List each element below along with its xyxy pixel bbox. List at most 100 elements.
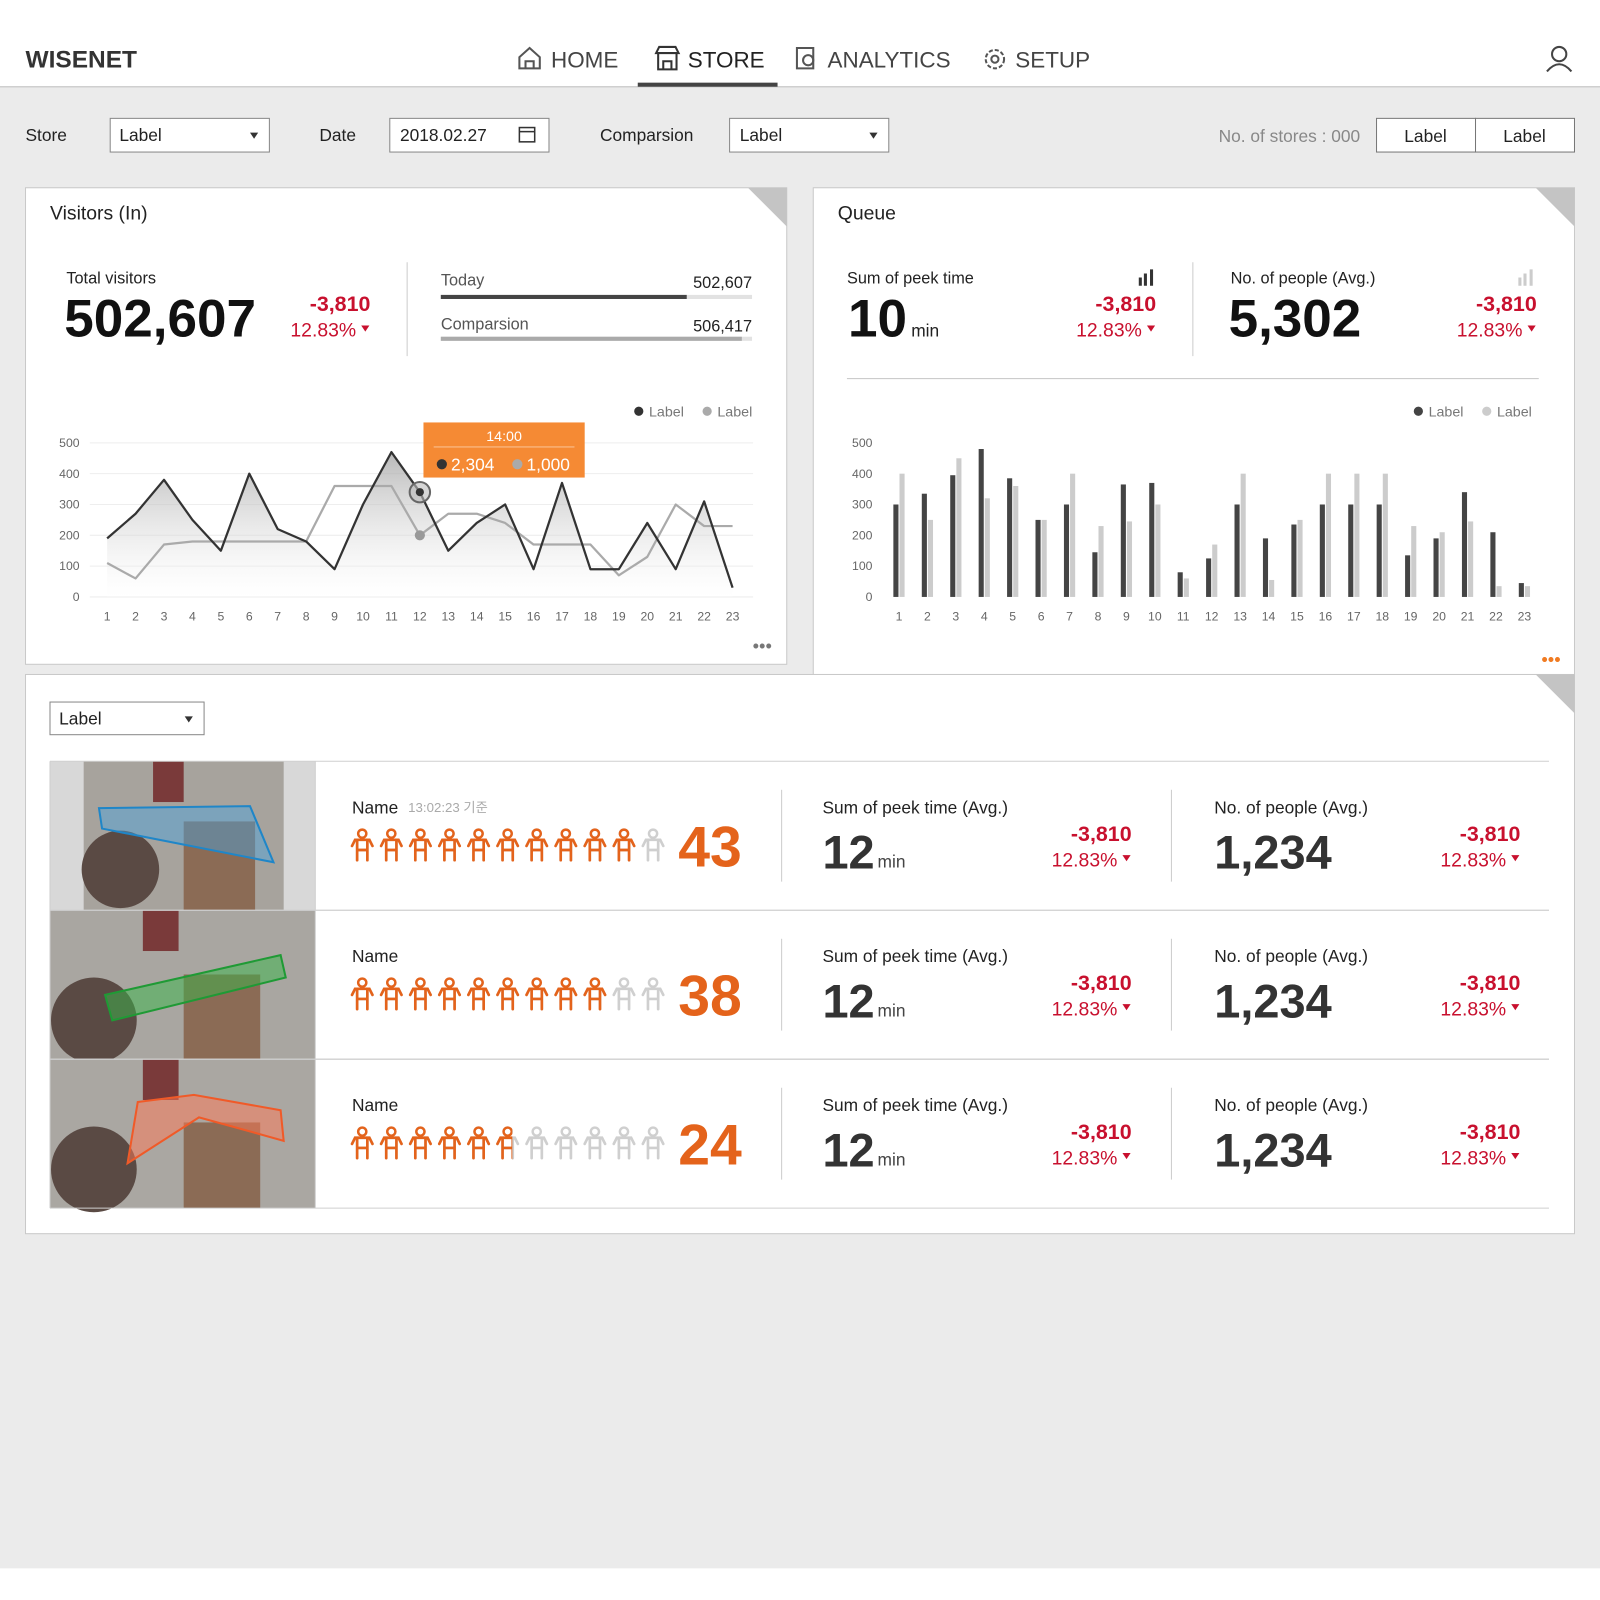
bar [1376, 504, 1382, 597]
label: Name [352, 1095, 398, 1115]
person-icon-head [589, 1126, 601, 1137]
person-icon-body [467, 1136, 491, 1160]
down-arrow [1146, 325, 1156, 332]
person-icon-head [560, 977, 572, 988]
person-icon-body [525, 1136, 549, 1160]
nav-item[interactable]: STORE [688, 47, 765, 72]
x-tick-label: 8 [1095, 609, 1102, 623]
unit: min [911, 321, 939, 341]
x-tick-label: 4 [981, 609, 988, 623]
person-icon-head [502, 828, 513, 839]
person-icon-body [583, 987, 607, 1011]
chart-toggle-icon[interactable] [1138, 269, 1154, 286]
x-tick-label: 22 [1489, 609, 1503, 623]
tooltip [423, 422, 585, 478]
person-icon-head [531, 828, 543, 839]
person-icon-head [473, 828, 484, 839]
more-button[interactable]: ••• [753, 635, 772, 656]
y-tick-label: 300 [852, 498, 873, 512]
select-arrow [869, 132, 878, 139]
person-icon-body [525, 987, 549, 1011]
person-icon-body [612, 838, 636, 862]
kpi-value: 12 [822, 1124, 874, 1176]
x-tick-label: 5 [1009, 609, 1016, 623]
bar [1382, 473, 1388, 597]
filter-button[interactable] [1376, 117, 1477, 153]
person-icon-head [618, 977, 630, 988]
filter-button[interactable] [1475, 117, 1575, 153]
comparison-bar [440, 336, 742, 341]
change-value: -3,810 [310, 292, 371, 316]
chart-toggle-icon[interactable] [1518, 269, 1533, 286]
store-select[interactable] [109, 117, 270, 153]
x-tick-label: 22 [697, 609, 711, 623]
x-tick-label: 21 [1461, 609, 1475, 623]
change-value: -3,810 [1095, 292, 1156, 316]
x-tick-label: 13 [441, 609, 455, 623]
kpi-value: 1,234 [1214, 826, 1331, 878]
bar [1035, 519, 1041, 597]
unit: min [878, 1149, 906, 1169]
x-tick-label: 18 [1375, 609, 1389, 623]
setup-icon [984, 48, 1006, 70]
legend-label: Label [649, 404, 684, 420]
x-tick-label: 4 [189, 609, 196, 623]
person-icon-head [618, 828, 630, 839]
bar [1297, 519, 1303, 597]
date-input[interactable] [389, 117, 550, 153]
zone-select[interactable] [49, 701, 205, 736]
more-button[interactable]: ••• [1541, 648, 1560, 669]
person-icon-body [437, 838, 462, 862]
change-value: -3,810 [1071, 822, 1132, 846]
label: No. of people (Avg.) [1214, 1095, 1368, 1115]
nav-item[interactable]: ANALYTICS [828, 47, 951, 72]
tooltip-value: 2,304 [451, 454, 495, 474]
label: Label [740, 125, 782, 145]
setup-icon-core [990, 54, 1000, 64]
down-arrow [361, 325, 370, 332]
person-icon-head [415, 977, 426, 988]
nav-item[interactable]: SETUP [1015, 47, 1090, 72]
y-tick-label: 100 [852, 559, 873, 573]
bar [984, 498, 990, 597]
bar [1183, 578, 1189, 597]
camera-scene [142, 1059, 179, 1100]
x-tick-label: 19 [612, 609, 626, 623]
x-tick-label: 8 [303, 609, 310, 623]
label: Sum of peek time (Avg.) [822, 797, 1008, 817]
bar [1098, 526, 1104, 597]
zone-count: 24 [678, 1113, 742, 1177]
x-tick-label: 12 [1205, 609, 1219, 623]
person-icon-body [583, 1136, 607, 1160]
person-icon-head [415, 1126, 426, 1137]
label: Name [352, 946, 398, 966]
x-tick-label: 15 [498, 609, 512, 623]
comparison-select[interactable] [729, 117, 890, 153]
person-icon-head [647, 1126, 659, 1137]
x-tick-label: 10 [1148, 609, 1162, 623]
person-icon-body [554, 987, 578, 1011]
legend-swatch [634, 406, 644, 416]
x-tick-label: 9 [331, 609, 338, 623]
person-icon-head [473, 977, 484, 988]
label: Today [441, 272, 485, 290]
nav-item[interactable]: HOME [551, 47, 618, 72]
label: Comparsion [441, 316, 529, 334]
logo: WISENET [26, 46, 138, 73]
person-icon-body [379, 838, 403, 862]
y-tick-label: 200 [852, 528, 873, 542]
bar [1354, 473, 1360, 597]
kpi-value: 1,234 [1214, 1124, 1331, 1176]
change-percent: 12.83% [1440, 849, 1506, 871]
today-bar [440, 294, 687, 299]
bar [1126, 521, 1133, 597]
y-tick-label: 500 [852, 436, 873, 450]
kpi-value: 5,302 [1229, 290, 1362, 349]
person-icon-head [502, 977, 513, 988]
user-icon[interactable] [1551, 45, 1568, 63]
x-tick-label: 23 [726, 609, 740, 623]
change-value: -3,810 [1460, 1120, 1521, 1144]
legend-swatch [702, 406, 712, 416]
change-percent: 12.83% [1440, 998, 1506, 1020]
